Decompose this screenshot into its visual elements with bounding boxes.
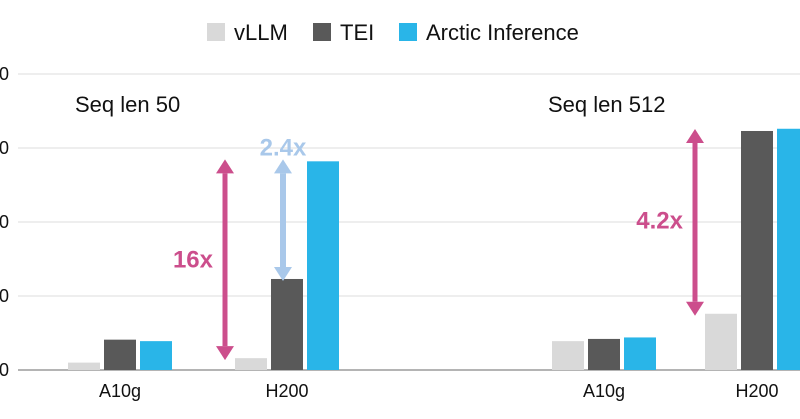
annotation-arrow-head-top-1-0	[686, 128, 704, 143]
bar-1-a10g-arctic-inference	[624, 337, 656, 370]
annotation-arrow-head-bottom-0-1	[274, 266, 292, 281]
x-tick-label-1-1: H200	[735, 381, 778, 401]
bar-0-h200-vllm	[235, 358, 267, 370]
bar-0-a10g-tei	[104, 339, 136, 370]
x-tick-label-0-1: H200	[265, 381, 308, 401]
legend-label-vllm: vLLM	[234, 20, 288, 45]
y-tick-label-0: 0	[0, 360, 9, 380]
bar-0-a10g-arctic-inference	[140, 341, 172, 370]
x-tick-label-1-0: A10g	[583, 381, 625, 401]
annotation-arrow-head-top-0-0	[216, 159, 234, 174]
bar-0-h200-arctic-inference	[307, 161, 339, 370]
panel-title-0: Seq len 50	[75, 92, 180, 117]
legend-label-arctic-inference: Arctic Inference	[426, 20, 579, 45]
annotation-arrow-head-bottom-1-0	[686, 301, 704, 316]
bar-1-a10g-vllm	[552, 341, 584, 370]
x-tick-label-0-0: A10g	[99, 381, 141, 401]
y-tick-label-2: 0	[0, 212, 9, 232]
y-tick-label-1: 0	[0, 286, 9, 306]
panel-title-1: Seq len 512	[548, 92, 665, 117]
legend-swatch-vllm	[207, 23, 225, 41]
bar-1-a10g-tei	[588, 338, 620, 370]
bar-1-h200-vllm	[705, 313, 737, 370]
y-tick-label-3: 0	[0, 138, 9, 158]
bar-1-h200-arctic-inference	[777, 128, 800, 370]
legend-label-tei: TEI	[340, 20, 374, 45]
legend-swatch-arctic-inference	[399, 23, 417, 41]
annotation-arrow-head-top-0-1	[274, 159, 292, 174]
annotation-label-1-0: 4.2x	[636, 207, 683, 234]
annotation-arrow-head-bottom-0-0	[216, 346, 234, 361]
bar-0-a10g-vllm	[68, 362, 100, 370]
bar-1-h200-tei	[741, 130, 773, 370]
annotation-label-0-1: 2.4x	[260, 134, 307, 161]
bar-0-h200-tei	[271, 278, 303, 370]
annotation-label-0-0: 16x	[173, 247, 214, 274]
legend-swatch-tei	[313, 23, 331, 41]
y-tick-label-4: 0	[0, 64, 9, 84]
